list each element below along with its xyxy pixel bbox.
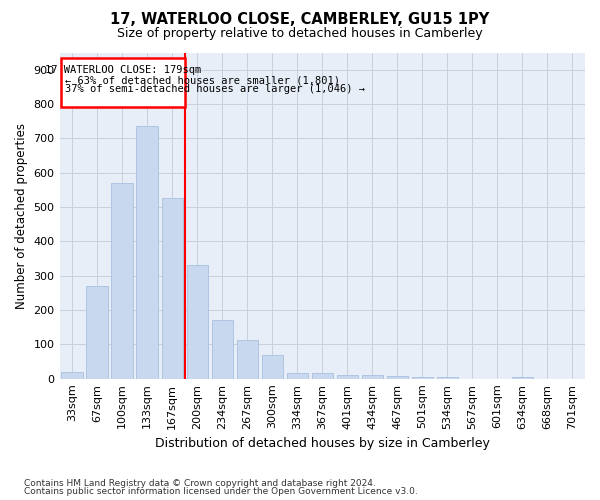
Bar xyxy=(161,198,183,379)
Bar xyxy=(437,377,458,379)
Bar xyxy=(136,126,158,379)
Text: 37% of semi-detached houses are larger (1,046) →: 37% of semi-detached houses are larger (… xyxy=(65,84,365,94)
Bar xyxy=(262,356,283,379)
Bar xyxy=(112,183,133,379)
Bar xyxy=(337,374,358,379)
Text: Size of property relative to detached houses in Camberley: Size of property relative to detached ho… xyxy=(117,28,483,40)
Bar xyxy=(311,373,333,379)
Bar xyxy=(61,372,83,379)
Y-axis label: Number of detached properties: Number of detached properties xyxy=(15,122,28,308)
Bar xyxy=(412,376,433,379)
Bar xyxy=(362,376,383,379)
Bar xyxy=(61,58,185,108)
Text: ← 63% of detached houses are smaller (1,801): ← 63% of detached houses are smaller (1,… xyxy=(65,76,340,86)
Text: Contains HM Land Registry data © Crown copyright and database right 2024.: Contains HM Land Registry data © Crown c… xyxy=(24,478,376,488)
Bar xyxy=(512,376,533,379)
Bar xyxy=(187,266,208,379)
Text: Contains public sector information licensed under the Open Government Licence v3: Contains public sector information licen… xyxy=(24,487,418,496)
Bar xyxy=(236,340,258,379)
Bar xyxy=(212,320,233,379)
Text: 17, WATERLOO CLOSE, CAMBERLEY, GU15 1PY: 17, WATERLOO CLOSE, CAMBERLEY, GU15 1PY xyxy=(110,12,490,28)
Text: 17 WATERLOO CLOSE: 179sqm: 17 WATERLOO CLOSE: 179sqm xyxy=(44,65,201,75)
Bar xyxy=(86,286,108,379)
Bar xyxy=(287,372,308,379)
Bar xyxy=(387,376,408,379)
X-axis label: Distribution of detached houses by size in Camberley: Distribution of detached houses by size … xyxy=(155,437,490,450)
